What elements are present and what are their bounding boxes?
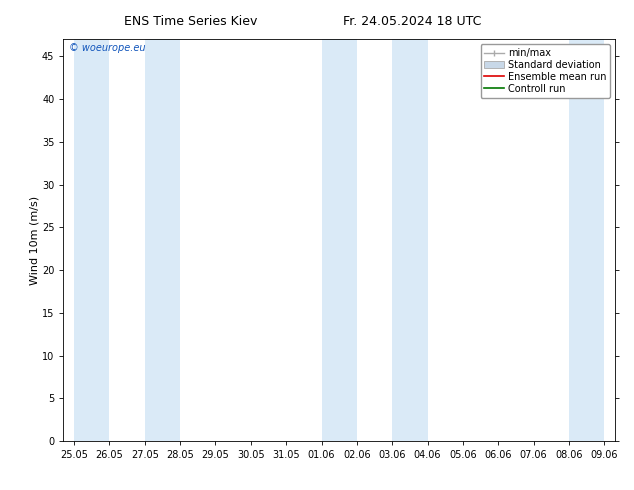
Bar (569, 39, 604, 441)
Y-axis label: Wind 10m (m/s): Wind 10m (m/s) (29, 196, 39, 285)
Text: © woeurope.eu: © woeurope.eu (69, 43, 145, 53)
Text: Fr. 24.05.2024 18 UTC: Fr. 24.05.2024 18 UTC (343, 15, 481, 28)
Bar (392, 39, 427, 441)
Bar (321, 39, 357, 441)
Text: ENS Time Series Kiev: ENS Time Series Kiev (124, 15, 257, 28)
Bar (145, 39, 180, 441)
Bar (74, 39, 110, 441)
Legend: min/max, Standard deviation, Ensemble mean run, Controll run: min/max, Standard deviation, Ensemble me… (481, 44, 610, 98)
